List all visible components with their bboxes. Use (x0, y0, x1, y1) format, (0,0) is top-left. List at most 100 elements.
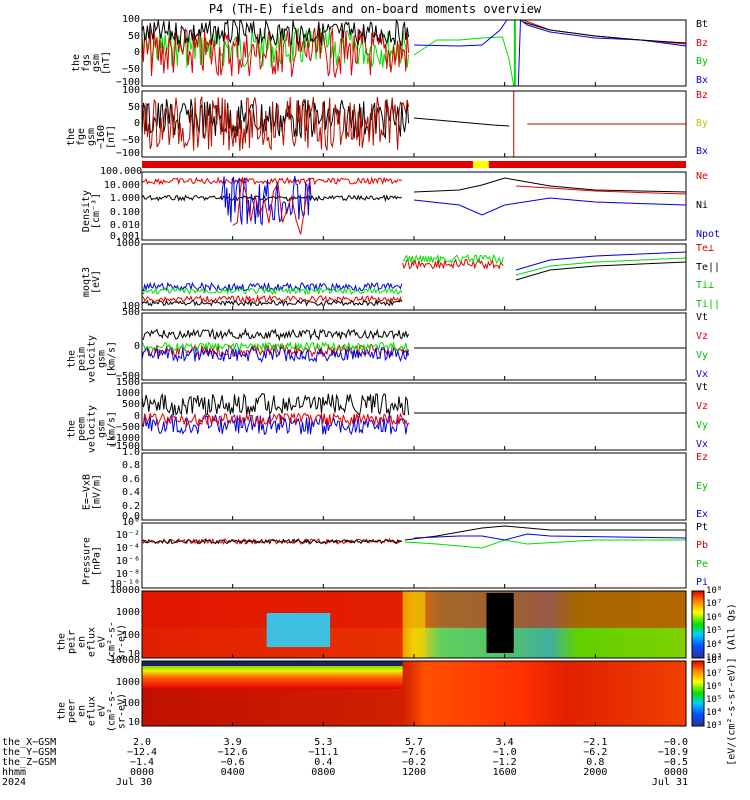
colorbar-tick: 10³ (706, 653, 723, 663)
ion-spectrogram-gap (486, 593, 514, 653)
y-tick-label: 1000 (115, 238, 140, 249)
ylabel-line: peem (76, 416, 87, 442)
xaxis-value: −0.6 (220, 757, 245, 768)
y-tick-label: 0 (133, 410, 140, 422)
chart-title: P4 (TH-E) fields and on-board moments ov… (208, 2, 542, 16)
temp-te-smooth (515, 261, 687, 281)
xaxis-value: −10.9 (657, 747, 688, 758)
colorbar-tick: 10⁴ (706, 708, 723, 718)
dens-ne-spikes (232, 178, 311, 235)
vi-vx-line (141, 346, 410, 364)
panel-frame-press (141, 522, 687, 589)
legend-temp-item: Ti|| (696, 299, 721, 310)
xaxis-value: −11.1 (308, 747, 339, 758)
press-pi-smooth (413, 533, 687, 541)
dens-npot-smooth (413, 197, 687, 216)
legend-press-item: Pt (696, 522, 709, 533)
xaxis-row-label: the_Y−GSM (2, 747, 57, 758)
colorbar-tick: 10⁵ (706, 695, 723, 705)
y-tick-label: 10⁻² (115, 530, 140, 541)
fgs-bz-smooth (522, 19, 687, 45)
y-tick-label: 10 (127, 717, 140, 728)
legend-vi-item: Vx (696, 369, 709, 380)
ylabel-espec: the peer en eflux eV (cm²-s-sr-eV) (56, 679, 127, 744)
legend-ve-item: Vy (696, 420, 709, 431)
y-tick-label: 50 (127, 30, 140, 42)
ylabel-temp: moqt3 [eV] (81, 249, 102, 315)
xaxis-value: 0400 (220, 767, 245, 778)
colorbar-tick: 10⁴ (706, 639, 723, 650)
temp-te-par-line (141, 299, 403, 307)
legend-dens-item: Npot (696, 229, 721, 240)
xaxis-value: −7.6 (401, 747, 427, 758)
y-tick-label: 0.4 (121, 487, 140, 499)
y-tick-label: 0.010 (109, 220, 140, 232)
xaxis-value: Jul 31 (651, 777, 688, 788)
legend-vi-item: Vy (696, 350, 709, 361)
legend-ve-item: Vt (696, 382, 709, 393)
ylabel-line: the (56, 632, 67, 652)
dens-ne-smooth (515, 185, 687, 195)
y-tick-label: −1000 (109, 432, 140, 444)
temp-ti-perp-line (141, 286, 403, 296)
fgs-by-line (141, 27, 410, 68)
ion-spectrogram-patch (266, 613, 331, 647)
fgs-bx-smooth2 (517, 19, 687, 87)
ylabel-line: eflux (86, 626, 97, 658)
vi-vy-line (141, 340, 409, 353)
ylabel-efield: E=−VxB [mV/m] (81, 458, 102, 525)
temp-sheath-ti (402, 253, 504, 265)
ylabel-line: the (66, 419, 77, 439)
y-tick-label: 10⁰ (121, 517, 140, 528)
legend-fgs-item: Bt (696, 19, 709, 30)
y-tick-label: −50 (121, 134, 140, 146)
y-tick-label: 500 (121, 307, 140, 318)
xaxis-value: −1.4 (129, 757, 155, 768)
y-tick-label: 100 (121, 629, 140, 641)
fge-bz-line (141, 96, 410, 152)
legend-fgs-item: Bz (696, 37, 709, 49)
flag-bar (142, 161, 686, 168)
legend-ve-item: Vz (696, 401, 709, 412)
ion-spectrogram-boundary (402, 591, 426, 658)
y-tick-label: −1500 (109, 441, 140, 452)
ylabel-press: Pressure [nPa] (81, 528, 102, 593)
y-tick-label: 100.000 (100, 166, 143, 177)
ylabel-line: the (66, 349, 77, 369)
legend-efield-item: Ez (696, 452, 709, 463)
press-pe-smooth (404, 539, 686, 549)
dens-npot-line (220, 176, 312, 226)
y-tick-label: 10⁻⁴ (115, 543, 140, 554)
colorbar-tick: 10⁷ (706, 669, 723, 679)
press-pt-smooth (404, 525, 686, 541)
xaxis-value: 0.4 (314, 757, 333, 768)
y-tick-label: 1000 (115, 607, 140, 619)
y-tick-label: 50 (127, 101, 140, 113)
fge-bt-line (141, 99, 410, 141)
y-tick-label: 100 (121, 698, 140, 710)
y-tick-label: 100 (121, 85, 140, 96)
legend-temp-item: Ti⊥ (696, 280, 715, 292)
temp-te-perp-line (141, 294, 403, 304)
legend-fge-item: Bx (696, 146, 709, 157)
y-tick-label: 100 (121, 14, 140, 25)
colorbar-tick: 10⁷ (706, 599, 723, 610)
colorbar-ions (691, 590, 705, 659)
ylabel-line: the (56, 701, 67, 721)
xaxis-value: 3.4 (495, 737, 514, 748)
y-tick-label: 10.000 (103, 179, 140, 191)
xaxis-value: 0.8 (586, 757, 605, 768)
y-tick-label: 10 (127, 649, 140, 660)
ylabel-line: en (76, 704, 87, 718)
legend-ve-item: Vx (696, 439, 709, 450)
legend-dens-item: Ne (696, 171, 709, 182)
xaxis-value: −12.6 (217, 747, 248, 758)
temp-ti2-smooth (515, 257, 687, 276)
y-tick-label: −50 (121, 63, 140, 75)
xaxis-value: −6.2 (583, 747, 608, 758)
y-tick-label: 0.8 (121, 460, 140, 472)
dens-ne-line (141, 176, 403, 186)
colorbar-tick: 10⁵ (706, 626, 723, 637)
ve-vz-line (141, 412, 409, 428)
ylabel-line: velocity (86, 334, 97, 384)
